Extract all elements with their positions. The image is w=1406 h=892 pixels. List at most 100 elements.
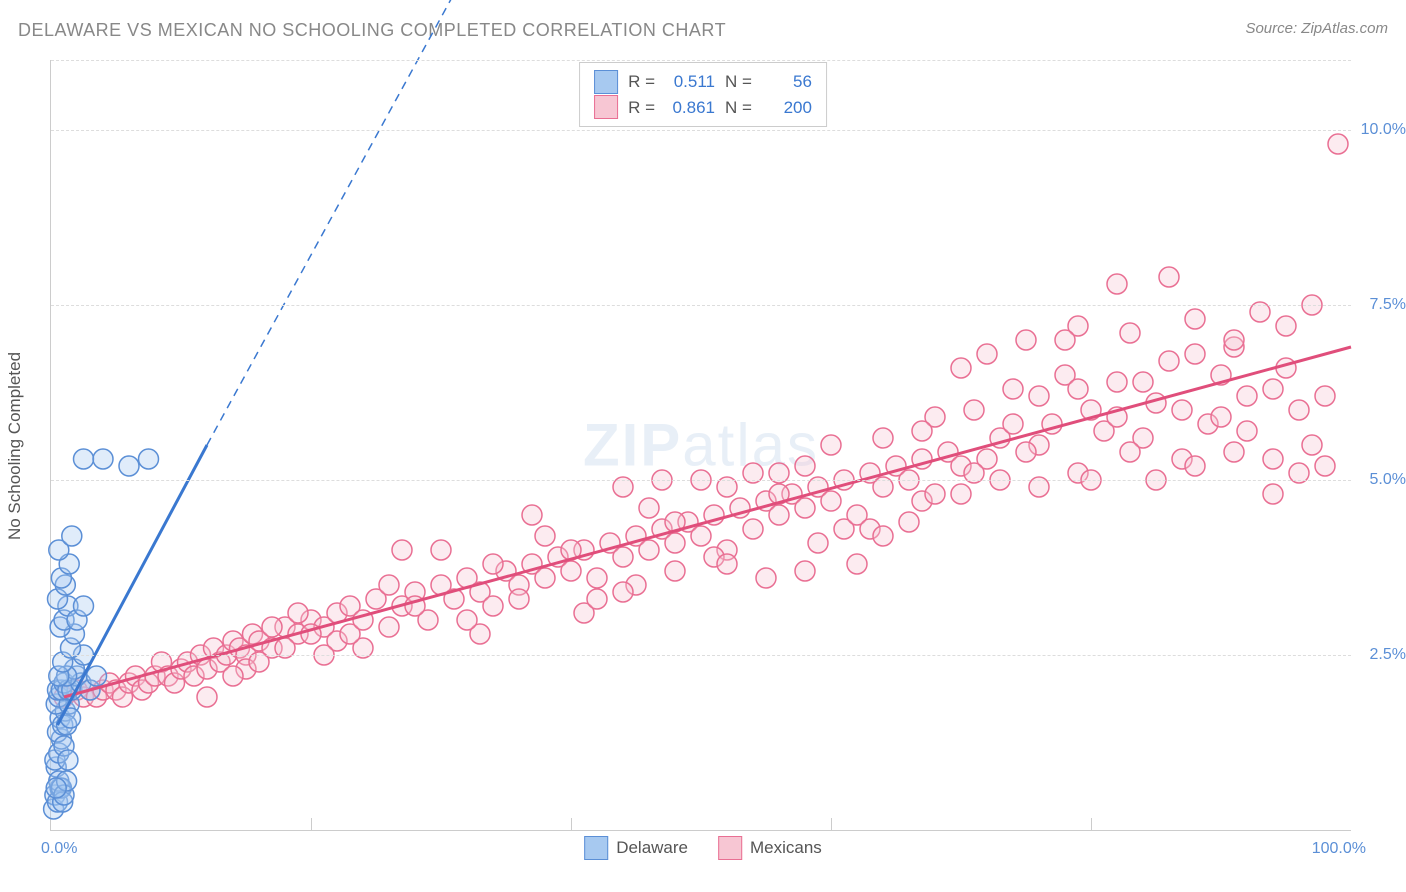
data-point bbox=[1263, 449, 1283, 469]
gridline-v bbox=[1091, 818, 1092, 830]
legend-item-mexicans: Mexicans bbox=[718, 836, 822, 860]
data-point bbox=[977, 344, 997, 364]
r-value-1: 0.511 bbox=[665, 69, 715, 95]
data-point bbox=[639, 498, 659, 518]
y-axis-label: No Schooling Completed bbox=[5, 352, 25, 540]
data-point bbox=[483, 596, 503, 616]
data-point bbox=[457, 610, 477, 630]
data-point bbox=[717, 554, 737, 574]
data-point bbox=[561, 561, 581, 581]
data-point bbox=[58, 750, 78, 770]
swatch-mexicans-icon bbox=[718, 836, 742, 860]
data-point bbox=[769, 505, 789, 525]
data-point bbox=[821, 435, 841, 455]
data-point bbox=[951, 358, 971, 378]
data-point bbox=[1029, 386, 1049, 406]
r-label: R = bbox=[628, 95, 655, 121]
data-point bbox=[119, 456, 139, 476]
gridline-h bbox=[51, 130, 1351, 131]
scatter-svg bbox=[51, 60, 1351, 830]
data-point bbox=[1107, 274, 1127, 294]
r-label: R = bbox=[628, 69, 655, 95]
data-point bbox=[1003, 379, 1023, 399]
legend-label-mexicans: Mexicans bbox=[750, 838, 822, 858]
plot-area: ZIPatlas 2.5%5.0%7.5%10.0%0.0%100.0% bbox=[50, 60, 1351, 831]
data-point bbox=[1315, 456, 1335, 476]
r-value-2: 0.861 bbox=[665, 95, 715, 121]
data-point bbox=[535, 526, 555, 546]
legend-stats-box: R = 0.511 N = 56 R = 0.861 N = 200 bbox=[579, 62, 827, 127]
bottom-legend: Delaware Mexicans bbox=[584, 836, 822, 860]
data-point bbox=[1211, 407, 1231, 427]
data-point bbox=[1120, 323, 1140, 343]
gridline-v bbox=[571, 818, 572, 830]
data-point bbox=[1276, 316, 1296, 336]
data-point bbox=[912, 421, 932, 441]
data-point bbox=[613, 582, 633, 602]
data-point bbox=[392, 540, 412, 560]
data-point bbox=[1172, 400, 1192, 420]
data-point bbox=[93, 449, 113, 469]
data-point bbox=[743, 519, 763, 539]
data-point bbox=[1224, 442, 1244, 462]
data-point bbox=[1185, 456, 1205, 476]
data-point bbox=[665, 533, 685, 553]
trend-line bbox=[64, 347, 1351, 697]
data-point bbox=[613, 547, 633, 567]
trend-line bbox=[207, 0, 571, 445]
data-point bbox=[87, 666, 107, 686]
data-point bbox=[665, 561, 685, 581]
n-label: N = bbox=[725, 95, 752, 121]
data-point bbox=[223, 666, 243, 686]
data-point bbox=[1315, 386, 1335, 406]
data-point bbox=[1185, 309, 1205, 329]
data-point bbox=[46, 778, 66, 798]
swatch-delaware-icon bbox=[584, 836, 608, 860]
data-point bbox=[1289, 400, 1309, 420]
n-value-1: 56 bbox=[762, 69, 812, 95]
data-point bbox=[1302, 435, 1322, 455]
source-label: Source: ZipAtlas.com bbox=[1245, 20, 1388, 37]
chart-container: DELAWARE VS MEXICAN NO SCHOOLING COMPLET… bbox=[0, 0, 1406, 892]
data-point bbox=[587, 589, 607, 609]
data-point bbox=[795, 498, 815, 518]
data-point bbox=[1263, 484, 1283, 504]
y-tick-label: 2.5% bbox=[1370, 646, 1406, 664]
data-point bbox=[262, 617, 282, 637]
data-point bbox=[1016, 330, 1036, 350]
y-tick-label: 5.0% bbox=[1370, 471, 1406, 489]
data-point bbox=[808, 533, 828, 553]
data-point bbox=[509, 589, 529, 609]
data-point bbox=[691, 526, 711, 546]
n-value-2: 200 bbox=[762, 95, 812, 121]
data-point bbox=[795, 561, 815, 581]
gridline-h bbox=[51, 60, 1351, 61]
n-label: N = bbox=[725, 69, 752, 95]
chart-title: DELAWARE VS MEXICAN NO SCHOOLING COMPLET… bbox=[18, 20, 726, 41]
data-point bbox=[964, 400, 984, 420]
gridline-h bbox=[51, 655, 1351, 656]
gridline-h bbox=[51, 305, 1351, 306]
data-point bbox=[795, 456, 815, 476]
data-point bbox=[1237, 421, 1257, 441]
data-point bbox=[139, 449, 159, 469]
data-point bbox=[587, 568, 607, 588]
data-point bbox=[873, 526, 893, 546]
data-point bbox=[483, 554, 503, 574]
data-point bbox=[1120, 442, 1140, 462]
data-point bbox=[379, 617, 399, 637]
data-point bbox=[1263, 379, 1283, 399]
y-tick-label: 10.0% bbox=[1361, 121, 1406, 139]
gridline-v bbox=[831, 818, 832, 830]
data-point bbox=[1159, 267, 1179, 287]
data-point bbox=[431, 540, 451, 560]
data-point bbox=[522, 505, 542, 525]
data-point bbox=[925, 484, 945, 504]
swatch-delaware-icon bbox=[594, 70, 618, 94]
data-point bbox=[756, 568, 776, 588]
data-point bbox=[1003, 414, 1023, 434]
data-point bbox=[1237, 386, 1257, 406]
legend-item-delaware: Delaware bbox=[584, 836, 688, 860]
data-point bbox=[1055, 330, 1075, 350]
data-point bbox=[1016, 442, 1036, 462]
